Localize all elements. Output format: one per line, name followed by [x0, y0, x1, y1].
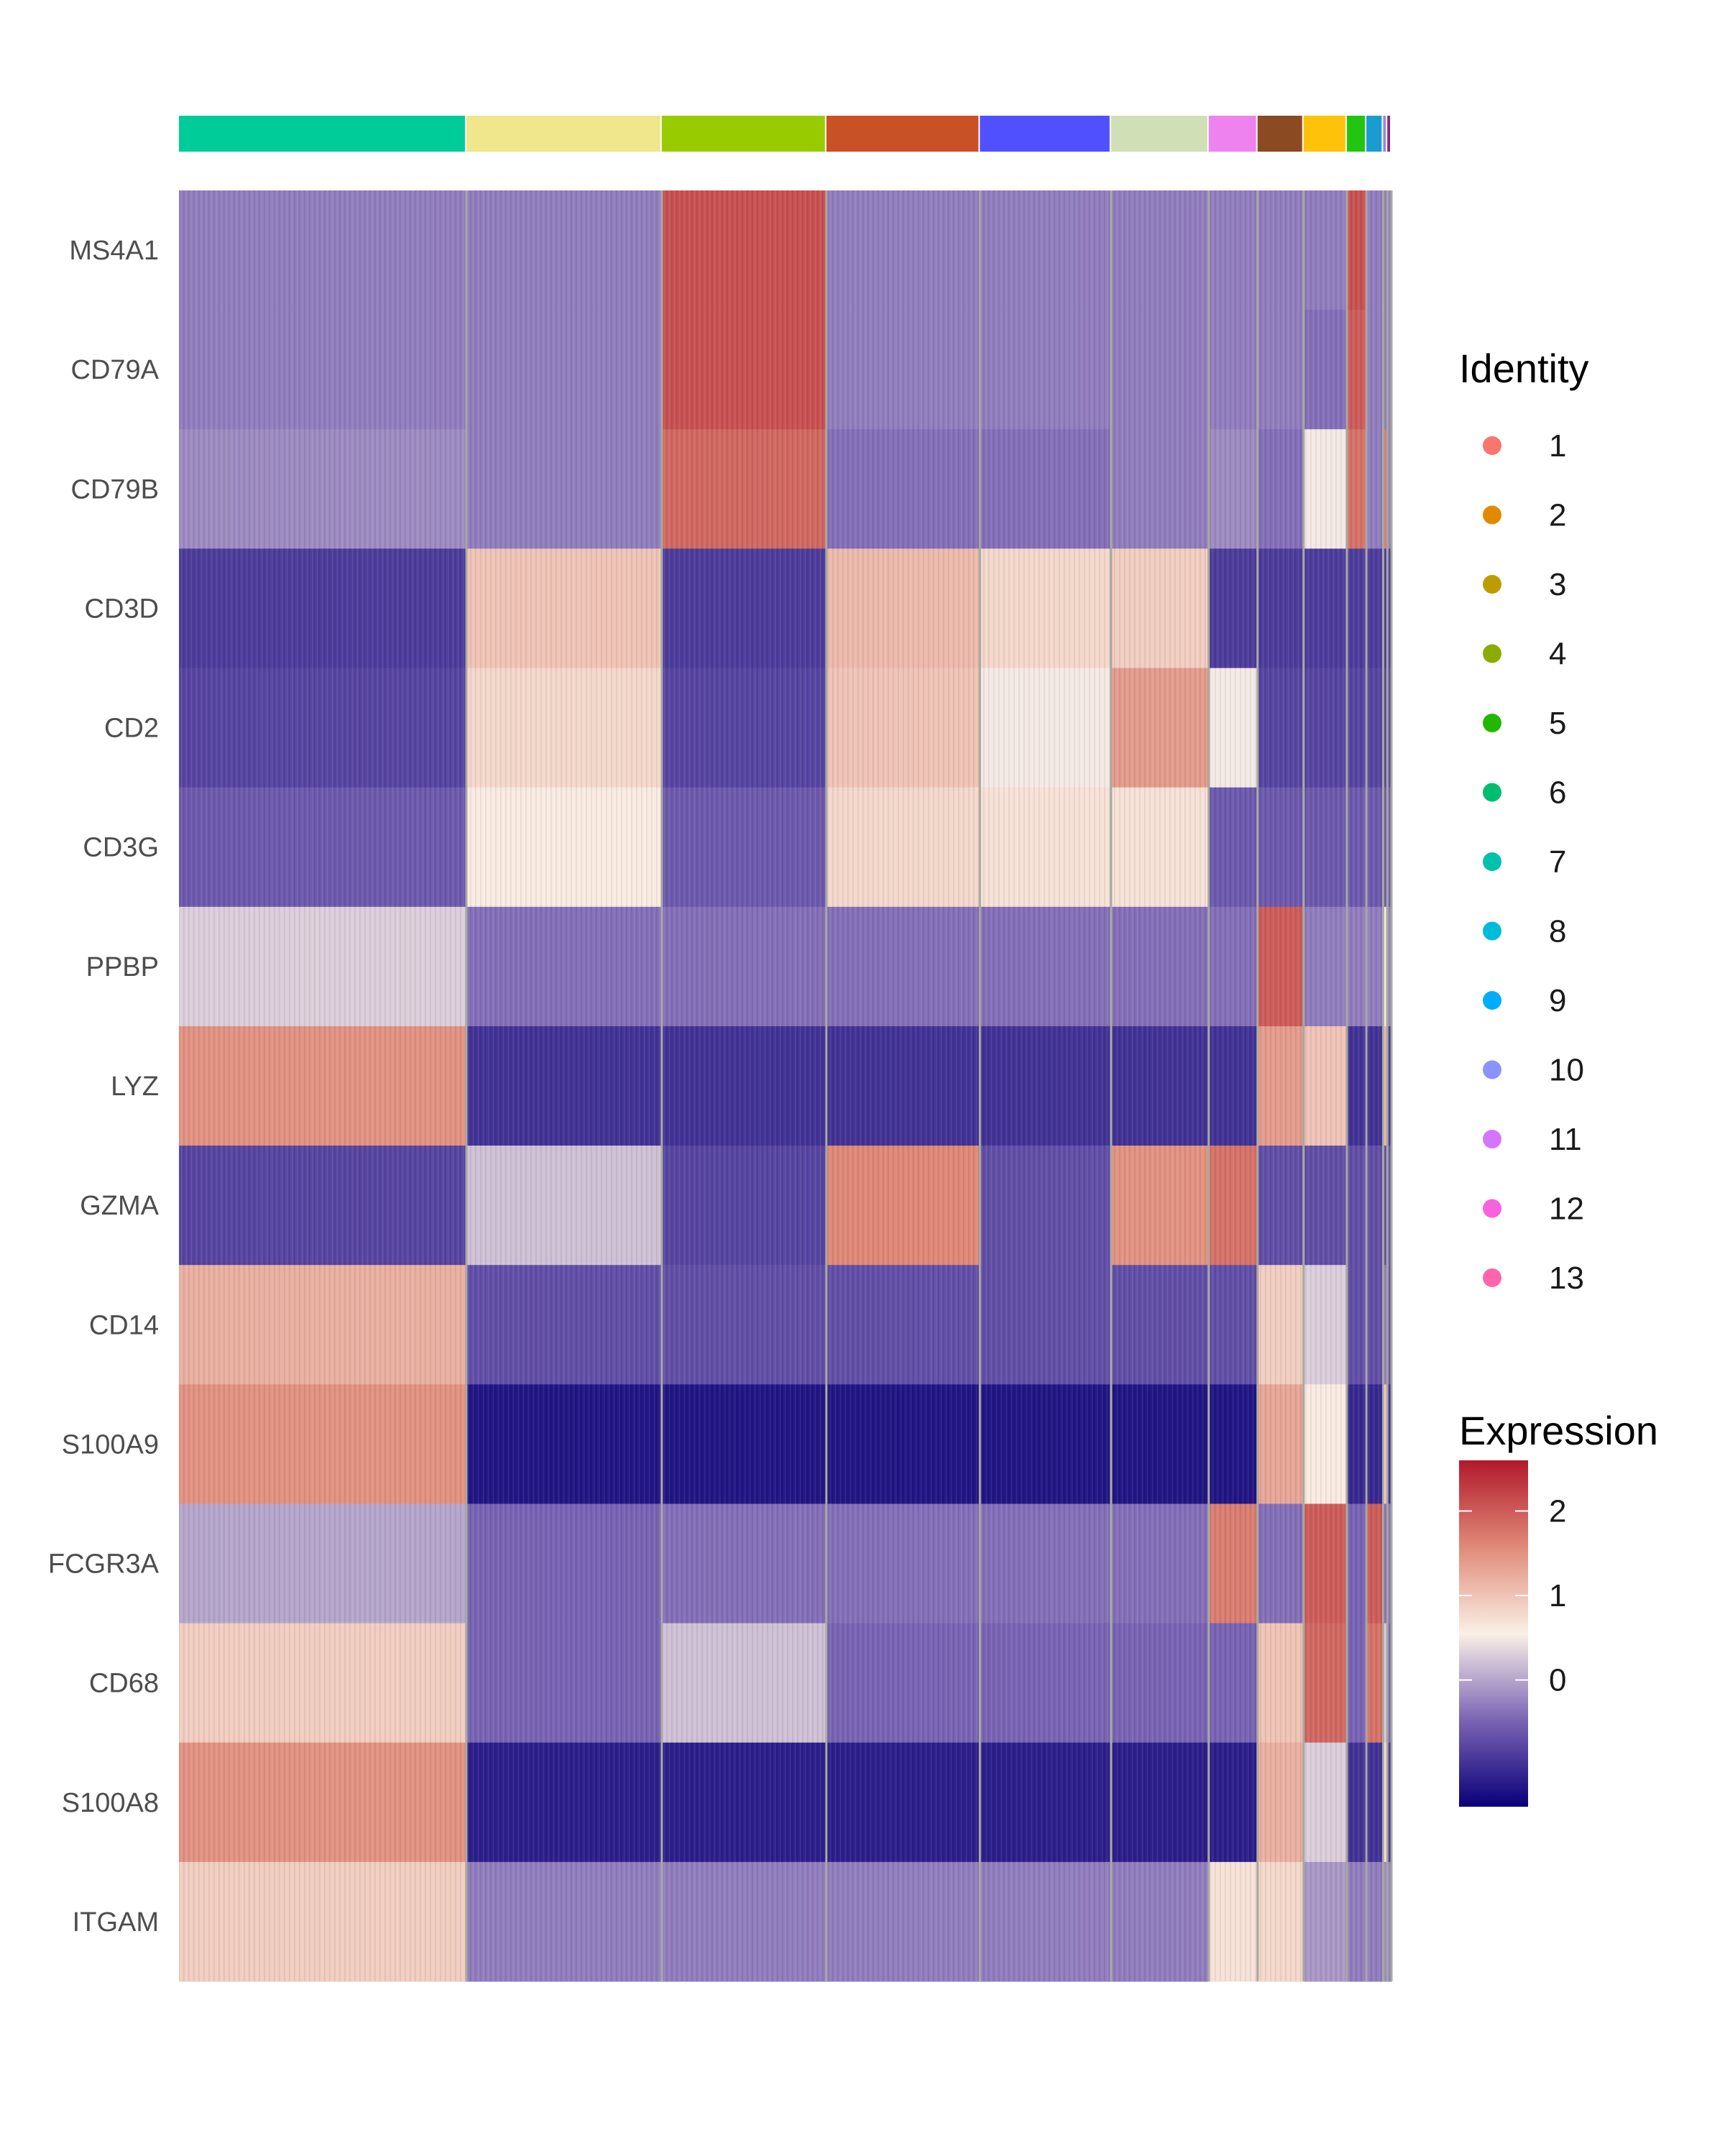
identity-legend-dot	[1483, 644, 1501, 663]
identity-bar-segment	[1346, 116, 1366, 152]
identity-legend-label: 4	[1549, 637, 1566, 672]
gene-label: S100A9	[62, 1429, 159, 1460]
gene-label: ITGAM	[73, 1907, 159, 1938]
expression-legend: Expression 2 1 0	[1459, 1408, 1658, 1807]
gene-label: S100A8	[62, 1788, 159, 1818]
identity-bar-segment	[1110, 116, 1208, 152]
expression-colorbar	[1459, 1460, 1528, 1807]
identity-bar-segment	[1387, 116, 1390, 152]
identity-legend-dot	[1483, 921, 1501, 941]
identity-legend-label: 2	[1549, 498, 1566, 533]
identity-legend-title: Identity	[1459, 346, 1589, 391]
group-separators	[465, 190, 1393, 1981]
identity-legend-label: 11	[1549, 1122, 1582, 1157]
identity-legend-label: 6	[1549, 775, 1566, 811]
gene-label: CD79A	[71, 355, 160, 385]
expression-tick-label: 0	[1549, 1663, 1566, 1698]
identity-legend-label: 1	[1549, 428, 1566, 464]
identity-bar-segment	[1257, 116, 1302, 152]
identity-legend-dot	[1483, 505, 1501, 525]
identity-legend-dot	[1483, 852, 1501, 871]
identity-legend-dot	[1483, 714, 1501, 732]
identity-legend-dot	[1483, 991, 1501, 1010]
identity-legend-label: 3	[1549, 567, 1566, 602]
identity-legend-dot	[1483, 783, 1501, 802]
identity-legend-label: 9	[1549, 983, 1566, 1018]
identity-bar-segment	[1208, 116, 1256, 152]
gene-label: CD14	[89, 1310, 159, 1340]
gene-label: CD79B	[71, 474, 160, 505]
identity-legend-dot	[1483, 1199, 1501, 1218]
identity-bar-segment	[1303, 116, 1346, 152]
gene-labels: MS4A1 CD79A CD79B CD3D CD2 CD3G PPBP LYZ GZMA CD1…	[48, 236, 160, 1938]
gene-label: PPBP	[86, 952, 159, 982]
identity-legend-label: 12	[1549, 1192, 1584, 1227]
identity-legend-dot	[1483, 575, 1501, 594]
identity-legend-label: 8	[1549, 914, 1566, 949]
gene-label: LYZ	[111, 1072, 159, 1102]
gene-label: MS4A1	[69, 236, 159, 266]
identity-bar-segment	[1366, 116, 1382, 152]
expression-tick-label: 1	[1549, 1578, 1566, 1613]
identity-legend-label: 5	[1549, 706, 1566, 741]
gene-label: CD3G	[83, 833, 159, 863]
identity-legend-label: 7	[1549, 844, 1566, 880]
identity-bar-segment	[826, 116, 979, 152]
identity-legend-dot	[1483, 1268, 1501, 1287]
identity-legend-dot	[1483, 1060, 1501, 1079]
identity-legend-dot	[1483, 436, 1501, 455]
identity-legend-dot	[1483, 1130, 1501, 1148]
identity-bar-segment	[466, 116, 661, 152]
identity-bar	[179, 116, 1390, 152]
gene-label: CD2	[104, 714, 159, 744]
gene-label: CD68	[89, 1669, 159, 1699]
heatmap-texture	[179, 190, 1392, 1981]
gene-label: FCGR3A	[48, 1549, 160, 1580]
identity-legend-label: 10	[1549, 1053, 1584, 1088]
expression-legend-title: Expression	[1459, 1408, 1658, 1453]
identity-bar-segment	[179, 116, 465, 152]
identity-bar-segment	[1383, 116, 1386, 152]
expression-ticks: 2 1 0	[1459, 1494, 1566, 1698]
identity-legend-label: 13	[1549, 1261, 1584, 1296]
gene-label: CD3D	[85, 594, 159, 624]
identity-bar-segment	[661, 116, 825, 152]
identity-bar-segment	[980, 116, 1110, 152]
gene-label: GZMA	[80, 1191, 159, 1221]
expression-tick-label: 2	[1549, 1494, 1566, 1529]
